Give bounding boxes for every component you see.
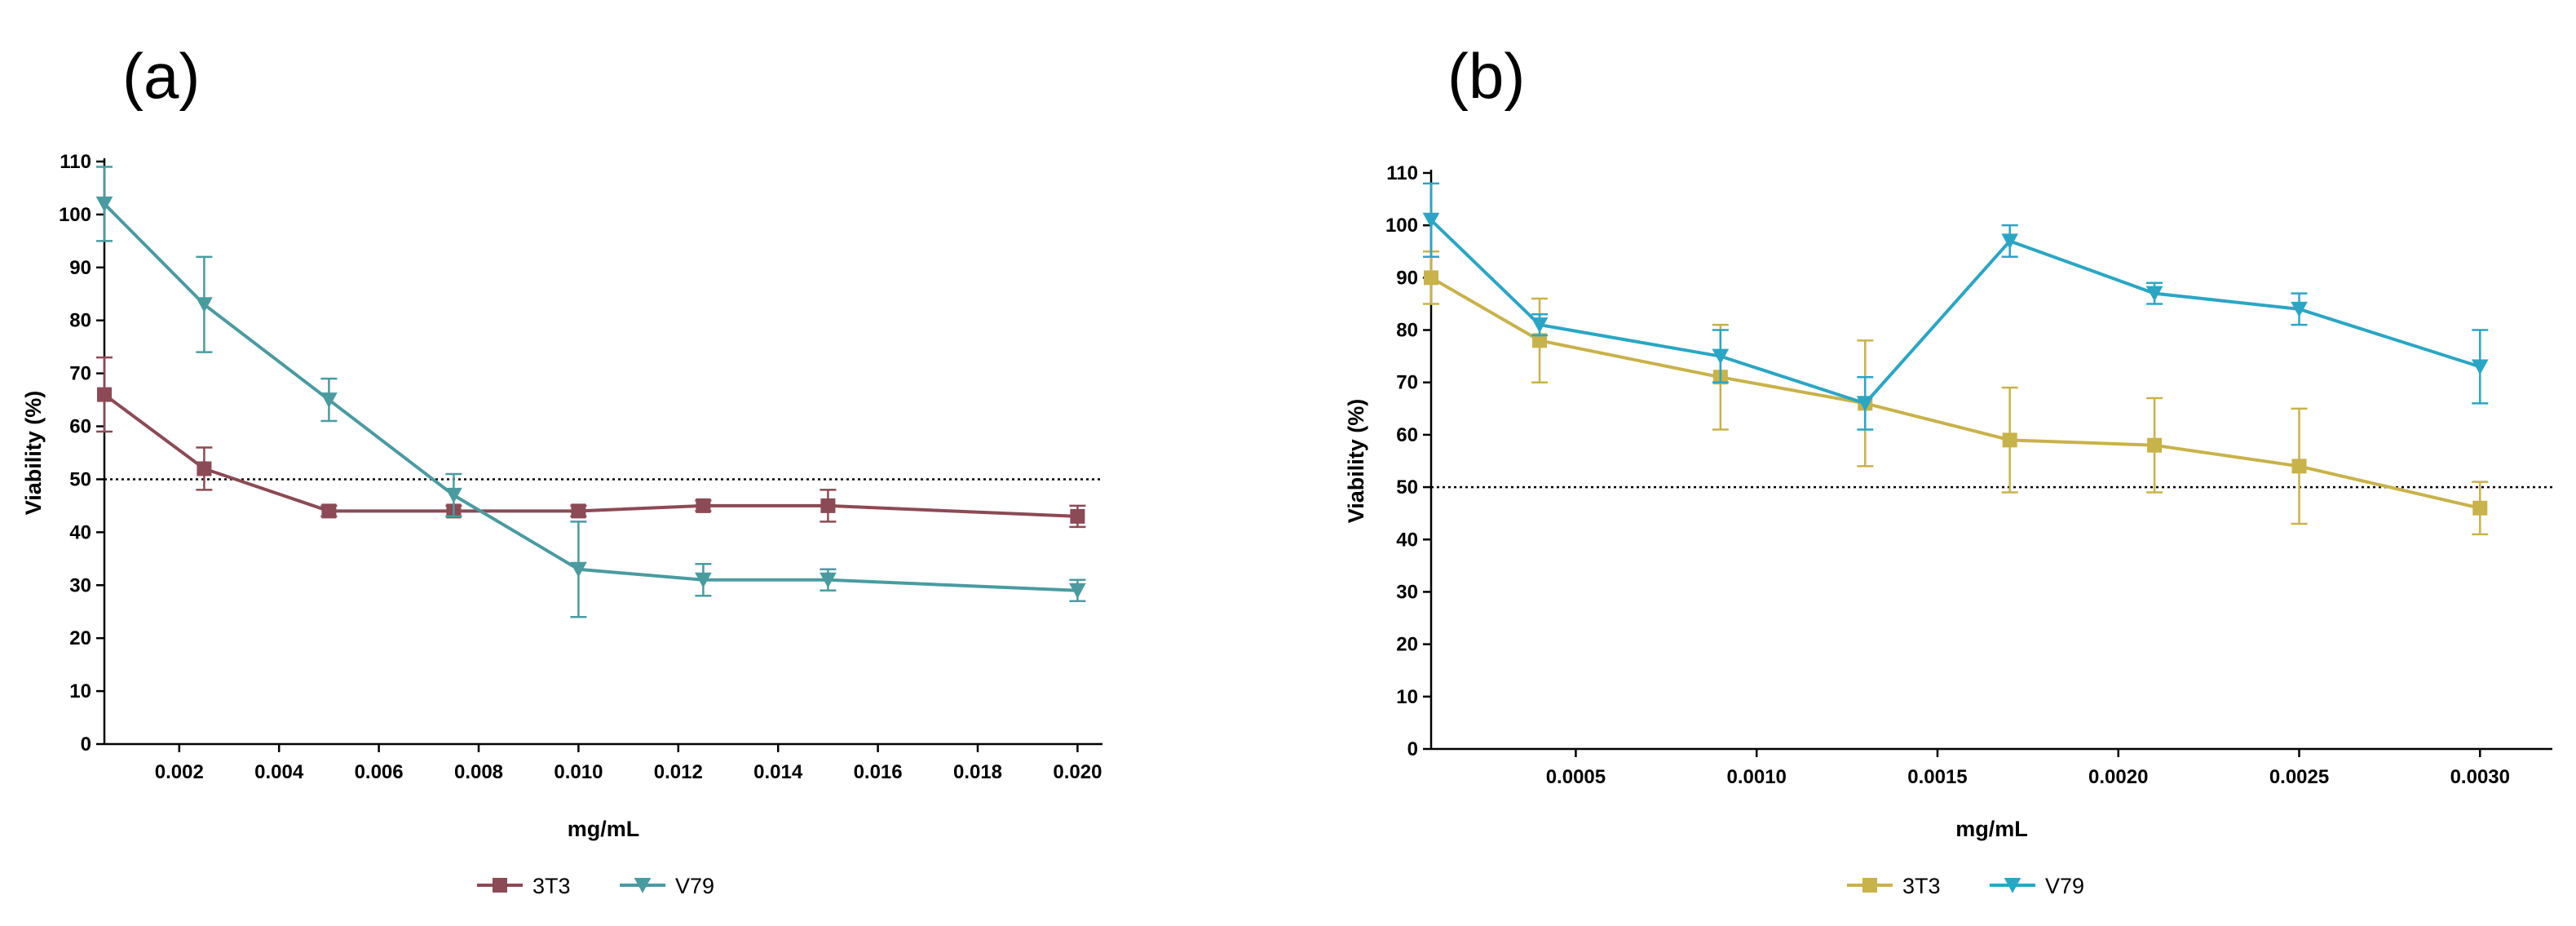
chart-panel-a: (a) 0 10 20 30 40 50 60 70 80 90 100 110 0.002 0.004 0.… — [21, 40, 1102, 898]
data-point — [1424, 270, 1438, 286]
x-axis-label: mg/mL — [1955, 817, 2028, 841]
series-line — [103, 392, 1078, 518]
x-tick-label: 0.008 — [454, 761, 503, 783]
y-tick-label: 0 — [1407, 738, 1418, 760]
data-point — [2002, 432, 2017, 448]
data-point — [570, 561, 587, 578]
y-tick-label: 30 — [1396, 581, 1418, 603]
data-point — [197, 461, 212, 476]
data-point — [95, 196, 113, 212]
y-tick-label: 90 — [69, 257, 91, 279]
data-point — [1531, 317, 1549, 334]
y-tick-label: 50 — [69, 468, 91, 490]
data-point — [695, 572, 712, 588]
panel-label: (b) — [1447, 40, 1525, 112]
series-line — [103, 202, 1078, 592]
x-tick-label: 0.0030 — [2450, 766, 2510, 788]
data-point — [196, 297, 213, 313]
x-tick-label: 0.002 — [155, 761, 204, 783]
legend-label: V79 — [2045, 874, 2084, 898]
data-point — [571, 503, 586, 519]
y-tick-label: 80 — [1396, 320, 1418, 342]
y-tick-label: 70 — [1396, 372, 1418, 394]
legend-marker — [634, 878, 652, 893]
x-tick-label: 0.012 — [654, 761, 703, 783]
data-point — [1422, 212, 1440, 228]
legend: 3T3 V79 — [1847, 874, 2084, 898]
data-point — [2001, 233, 2019, 250]
x-axis-label: mg/mL — [568, 817, 640, 841]
data-point — [97, 387, 112, 402]
x-tick-label: 0.0020 — [2088, 766, 2148, 788]
y-tick-label: 10 — [1396, 686, 1418, 708]
data-point — [2147, 437, 2163, 453]
legend-marker — [493, 878, 507, 893]
series-line — [1429, 219, 2481, 405]
x-tick-label: 0.0010 — [1726, 766, 1786, 788]
data-point — [2472, 500, 2488, 516]
panel-label: (a) — [122, 40, 200, 112]
y-tick-label: 20 — [1396, 634, 1418, 656]
data-point — [2291, 301, 2308, 317]
x-tick-label: 0.020 — [1053, 761, 1102, 783]
y-tick-label: 40 — [1396, 529, 1418, 551]
data-point — [1069, 583, 1086, 599]
x-tick-label: 0.004 — [254, 761, 304, 783]
series-v79 — [1422, 182, 2489, 431]
y-tick-label: 0 — [81, 733, 91, 755]
y-tick-label: 100 — [59, 204, 91, 226]
series-3t3 — [96, 356, 1086, 529]
x-tick-label: 0.006 — [355, 761, 404, 783]
data-point — [320, 392, 338, 408]
y-tick-label: 70 — [69, 363, 91, 385]
data-point — [1712, 348, 1730, 365]
y-tick-label: 10 — [69, 680, 91, 702]
x-tick-label: 0.0005 — [1546, 766, 1606, 788]
y-tick-label: 60 — [69, 416, 91, 438]
legend-marker — [2004, 878, 2021, 893]
legend-label: 3T3 — [532, 874, 571, 898]
data-point — [820, 572, 837, 588]
chart-panel-b: (b) 0 10 20 30 40 50 60 70 80 90 100 110 0.0005 0.0010… — [1344, 40, 2552, 898]
y-axis-label: Viability (%) — [1344, 399, 1368, 524]
data-point — [1532, 333, 1548, 348]
data-point — [2471, 359, 2489, 375]
data-point — [696, 498, 711, 513]
data-point — [2145, 286, 2163, 302]
legend-label: 3T3 — [1902, 874, 1941, 898]
data-point — [1856, 396, 1874, 412]
series-v79 — [95, 166, 1086, 618]
x-tick-label: 0.0025 — [2269, 766, 2329, 788]
series-3t3 — [1423, 250, 2489, 536]
y-tick-label: 60 — [1396, 424, 1418, 446]
y-tick-label: 40 — [69, 521, 91, 543]
y-tick-label: 90 — [1396, 267, 1418, 289]
x-tick-label: 0.010 — [554, 761, 603, 783]
data-point — [2291, 459, 2307, 474]
legend-label: V79 — [675, 874, 714, 898]
legend: 3T3 V79 — [477, 874, 714, 898]
data-point — [321, 503, 337, 519]
legend-marker — [1862, 878, 1877, 893]
x-tick-label: 0.018 — [953, 761, 1002, 783]
y-tick-label: 30 — [69, 574, 91, 596]
x-tick-label: 0.014 — [753, 761, 803, 783]
y-tick-label: 50 — [1396, 476, 1418, 498]
data-point — [1070, 508, 1085, 524]
series-line — [1429, 276, 2481, 510]
y-axis-label: Viability (%) — [21, 391, 46, 516]
x-tick-label: 0.0015 — [1907, 766, 1967, 788]
data-point — [445, 487, 462, 503]
data-point — [820, 498, 836, 513]
y-tick-label: 20 — [69, 627, 91, 649]
y-tick-label: 80 — [69, 310, 91, 332]
y-tick-label: 100 — [1385, 215, 1418, 237]
x-tick-label: 0.016 — [854, 761, 903, 783]
y-tick-label: 110 — [1386, 162, 1418, 184]
y-tick-label: 110 — [60, 151, 91, 173]
